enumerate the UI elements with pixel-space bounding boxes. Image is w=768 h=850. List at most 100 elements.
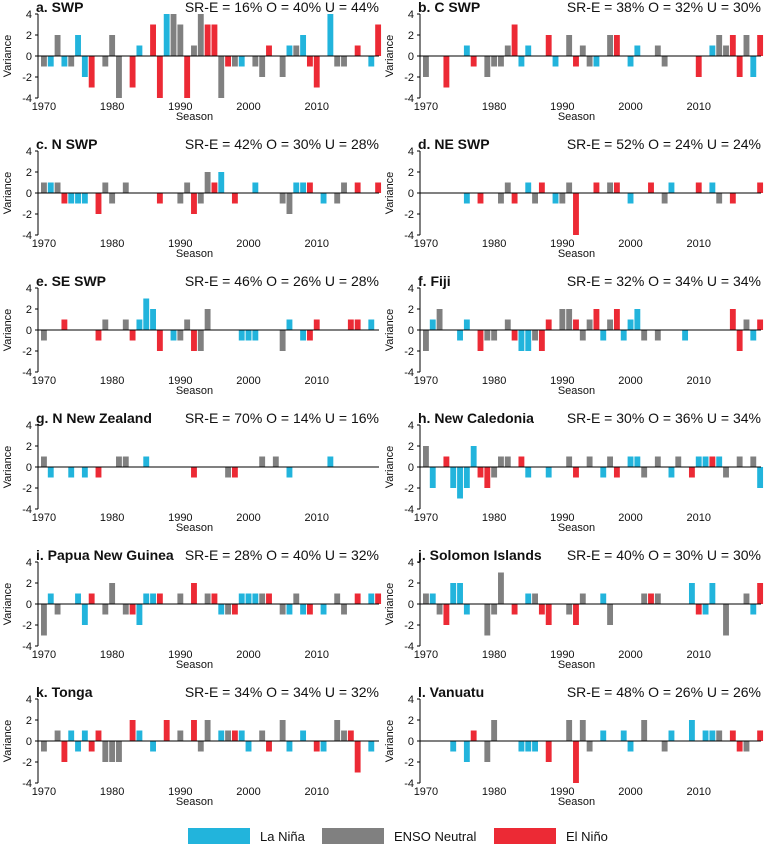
bar-1985 xyxy=(143,456,150,467)
x-tick-label: 2010 xyxy=(304,786,328,798)
bar-1973 xyxy=(61,193,68,204)
y-tick-label: -4 xyxy=(404,367,414,379)
bar-1988 xyxy=(163,14,170,56)
bar-2019 xyxy=(757,319,764,330)
y-tick-label: 0 xyxy=(26,51,32,63)
x-tick-label: 1980 xyxy=(482,786,506,798)
bar-1975 xyxy=(75,35,81,56)
bar-2000 xyxy=(627,741,634,752)
bar-2010 xyxy=(313,741,320,752)
bar-1981 xyxy=(498,572,504,604)
y-tick-label: 0 xyxy=(26,325,32,337)
bar-2006 xyxy=(668,467,675,478)
bar-1979 xyxy=(484,604,491,636)
x-tick-label: 2010 xyxy=(686,375,710,387)
bar-2005 xyxy=(279,720,286,741)
bar-1989 xyxy=(170,330,177,341)
x-tick-label: 1980 xyxy=(482,512,506,524)
panel-stats: SR-E = 38% O = 32% U = 30% xyxy=(567,0,761,15)
bar-2019 xyxy=(757,182,764,193)
bar-1979 xyxy=(102,604,109,615)
bar-1988 xyxy=(163,720,170,741)
legend-label-enso-neutral: ENSO Neutral xyxy=(394,828,477,844)
bar-1994 xyxy=(204,593,211,604)
y-tick-label: 2 xyxy=(408,578,414,590)
bar-1970 xyxy=(41,56,47,67)
bar-2009 xyxy=(306,604,313,615)
bar-2010 xyxy=(695,456,702,467)
y-tick-label: 0 xyxy=(26,599,32,611)
bar-2014 xyxy=(723,467,729,478)
y-tick-label: 4 xyxy=(26,694,32,706)
bar-1976 xyxy=(463,45,470,56)
bar-1973 xyxy=(443,456,450,467)
x-tick-label: 2000 xyxy=(618,649,642,661)
bar-1970 xyxy=(41,604,47,636)
bar-1985 xyxy=(525,330,532,351)
bar-1986 xyxy=(532,593,538,604)
bar-1976 xyxy=(81,193,88,204)
x-tick-label: 1980 xyxy=(482,101,506,113)
y-tick-label: 0 xyxy=(26,462,32,474)
bar-2001 xyxy=(634,45,641,56)
bar-2004 xyxy=(654,593,661,604)
bar-2002 xyxy=(259,456,266,467)
bar-2015 xyxy=(729,35,736,56)
bar-2018 xyxy=(368,319,375,330)
bar-2006 xyxy=(286,741,293,752)
bar-1973 xyxy=(61,56,68,67)
bar-2012 xyxy=(709,583,716,604)
bar-2009 xyxy=(306,330,313,341)
x-tick-label: 2010 xyxy=(686,101,710,113)
bar-1972 xyxy=(54,730,61,741)
bar-2000 xyxy=(245,593,252,604)
x-tick-label: 1970 xyxy=(414,649,438,661)
bar-1993 xyxy=(197,14,204,56)
bar-1971 xyxy=(429,467,436,488)
panel-title: f. Fiji xyxy=(418,273,451,289)
x-tick-label: 1980 xyxy=(100,101,124,113)
bar-1970 xyxy=(41,741,47,752)
bar-2019 xyxy=(757,35,764,56)
bar-1977 xyxy=(470,446,477,467)
bar-1994 xyxy=(204,24,211,56)
bar-1983 xyxy=(129,720,136,741)
bar-2008 xyxy=(300,182,307,193)
bar-1995 xyxy=(211,24,218,56)
bar-1990 xyxy=(559,193,566,204)
legend-label-el-nino: El Niño xyxy=(566,828,608,844)
y-tick-label: 0 xyxy=(408,462,414,474)
bar-1976 xyxy=(81,730,88,741)
bar-1987 xyxy=(538,182,545,193)
bar-1992 xyxy=(191,467,197,478)
bar-2014 xyxy=(723,45,729,56)
y-tick-label: 4 xyxy=(408,557,414,569)
bar-2018 xyxy=(750,604,757,615)
bar-1976 xyxy=(81,56,88,77)
bar-1986 xyxy=(150,309,156,330)
bar-1978 xyxy=(477,193,484,204)
x-tick-label: 2000 xyxy=(236,786,260,798)
bar-1984 xyxy=(518,456,525,467)
bar-2013 xyxy=(334,56,341,67)
panel-stats: SR-E = 28% O = 40% U = 32% xyxy=(185,547,379,563)
x-tick-label: 1980 xyxy=(482,649,506,661)
bar-2019 xyxy=(375,24,382,56)
bar-1984 xyxy=(136,45,143,56)
bar-2014 xyxy=(341,730,347,741)
bar-2010 xyxy=(695,604,702,615)
bar-2011 xyxy=(702,456,709,467)
bar-1987 xyxy=(156,56,163,98)
panel-title: a. SWP xyxy=(36,0,83,15)
bar-2006 xyxy=(286,193,293,214)
x-tick-label: 1990 xyxy=(168,238,192,250)
bar-1993 xyxy=(579,330,586,341)
bar-1986 xyxy=(150,24,156,56)
y-tick-label: -2 xyxy=(404,483,414,495)
x-tick-label: 1970 xyxy=(414,512,438,524)
y-tick-label: 4 xyxy=(408,9,414,21)
x-tick-label: 2010 xyxy=(686,512,710,524)
bar-2004 xyxy=(654,45,661,56)
bar-1974 xyxy=(450,467,457,488)
